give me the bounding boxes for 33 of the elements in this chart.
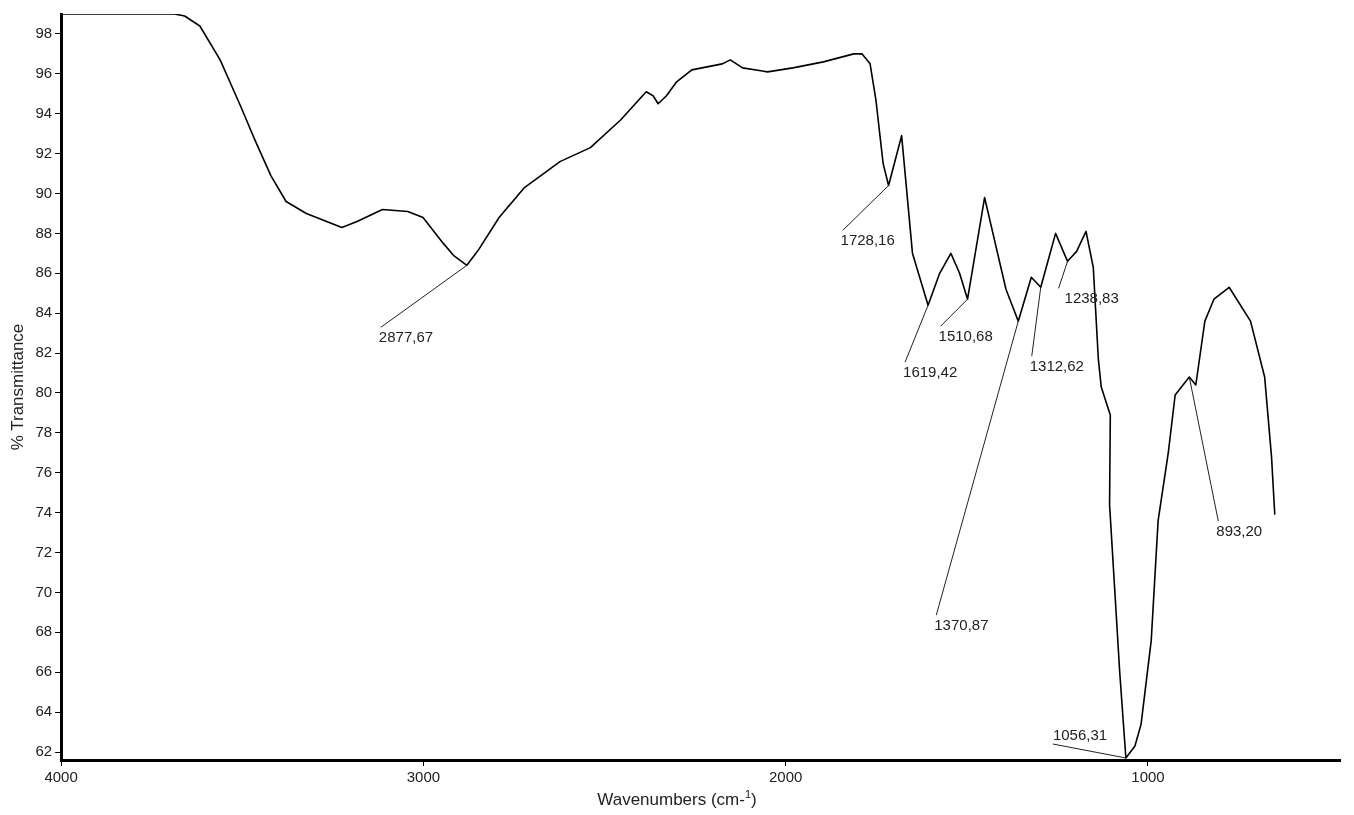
y-tick-label: 80 [35, 383, 53, 401]
annotation: 1728,16 [840, 231, 895, 249]
y-tick-label: 82 [35, 343, 53, 361]
x-tick-label: 1000 [1131, 768, 1165, 786]
y-tick-label: 62 [35, 742, 53, 760]
annotation: 1312,62 [1029, 356, 1084, 374]
y-tick-label: 92 [35, 143, 53, 161]
y-tick-label: 70 [35, 582, 53, 600]
y-tick-label: 64 [35, 702, 53, 720]
annotation: 893,20 [1216, 521, 1263, 539]
y-tick-label: 88 [35, 223, 53, 241]
y-tick-label: 78 [35, 423, 53, 441]
annotation: 2877,67 [378, 327, 434, 345]
annotation: 1370,87 [934, 615, 989, 633]
y-tick-label: 66 [35, 662, 53, 680]
y-tick-label: 74 [35, 502, 53, 520]
y-tick-label: 76 [35, 462, 53, 480]
y-tick-label: 90 [35, 183, 53, 201]
x-tick-label: 3000 [406, 768, 441, 786]
y-tick-label: 84 [35, 303, 53, 321]
x-axis-title: Wavenumbers (cm-$^{1}$) [596, 788, 758, 810]
annotation: 1056,31 [1052, 725, 1108, 743]
annotation: 1510,68 [938, 326, 993, 344]
x-tick-label: 2000 [769, 768, 803, 786]
y-tick-label: 96 [35, 63, 53, 81]
y-tick-label: 86 [35, 263, 53, 281]
y-axis-title: % Transmittance [7, 323, 27, 451]
annotation: 1619,42 [903, 362, 958, 380]
y-tick-label: 68 [35, 622, 53, 640]
y-tick-label: 98 [35, 24, 53, 42]
y-tick-label: 94 [35, 103, 53, 121]
x-tick-label: 4000 [44, 768, 78, 786]
y-tick-label: 72 [35, 542, 53, 560]
